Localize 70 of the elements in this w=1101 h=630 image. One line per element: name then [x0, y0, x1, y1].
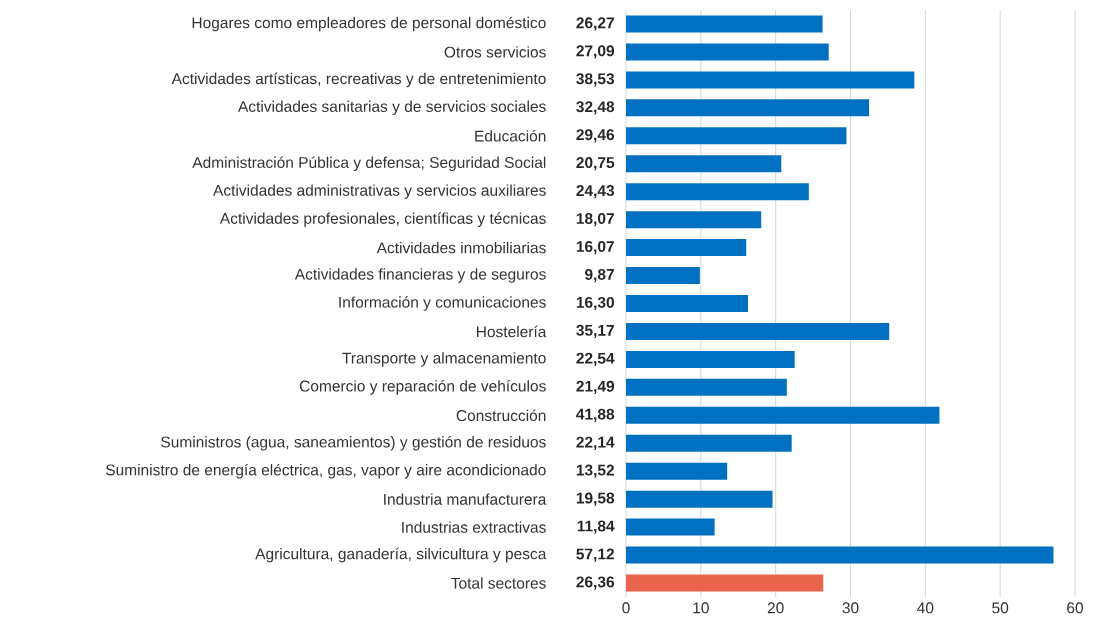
bar [626, 211, 762, 229]
x-tick-label: 20 [767, 602, 784, 614]
data-label: 11,84 [577, 520, 615, 534]
data-label: 16,07 [576, 240, 614, 255]
y-tick-label: Hogares como empleadores de personal doméstico [192, 16, 546, 32]
y-tick-label: Actividades profesionales, científicas y técnicas [219, 212, 546, 227]
bar [626, 127, 847, 145]
bar [626, 574, 824, 592]
data-label: 19,58 [576, 492, 615, 506]
y-tick-label: Educación [475, 130, 546, 142]
bar [626, 71, 915, 89]
bar [626, 43, 829, 61]
bar [626, 267, 700, 285]
data-label: 35,17 [576, 324, 614, 339]
data-label: 24,43 [576, 185, 615, 199]
y-tick-label: Suministros (agua, saneamientos) y gestión de residuos [161, 435, 546, 451]
data-label: 9,87 [585, 268, 614, 283]
data-label: 22,14 [576, 436, 615, 450]
y-tick-label: Construcción [456, 409, 546, 422]
data-label: 16,30 [576, 296, 614, 311]
bar [626, 462, 728, 480]
y-tick-label: Información y comunicaciones [339, 296, 546, 311]
bar [626, 378, 787, 396]
y-tick-label: Administración Pública y defensa; Seguridad Social [192, 156, 546, 172]
y-tick-label: Industrias extractivas [402, 521, 546, 533]
y-tick-label: Comercio y reparación de vehículos [299, 380, 546, 395]
y-tick-label: Actividades financieras y de seguros [294, 268, 546, 283]
y-tick-label: Industria manufacturera [384, 493, 547, 505]
bar [626, 99, 870, 117]
data-label: 41,88 [576, 408, 615, 422]
x-tick-label: 60 [1067, 602, 1084, 614]
bar [626, 546, 1054, 564]
bar [626, 406, 940, 424]
y-tick-label: Otros servicios [444, 46, 546, 58]
data-label: 32,48 [576, 101, 615, 115]
x-tick-label: 50 [992, 602, 1009, 614]
y-tick-label: Actividades sanitarias y de servicios sociales [238, 100, 546, 116]
bar [626, 15, 823, 33]
bar [626, 239, 747, 257]
data-label: 29,46 [576, 129, 615, 143]
bar [626, 183, 809, 201]
data-label: 27,09 [576, 45, 615, 59]
y-tick-label: Transporte y almacenamiento [342, 352, 546, 367]
bar [626, 350, 795, 368]
y-tick-label: Suministro de energía eléctrica, gas, vapor y aire acondicionado [105, 463, 546, 479]
data-label: 21,49 [576, 380, 615, 394]
data-label: 22,54 [576, 352, 615, 367]
y-tick-label: Actividades artísticas, recreativas y de entretenimiento [171, 72, 546, 88]
y-tick-label: Total sectores [451, 577, 546, 589]
bar [626, 295, 748, 312]
y-tick-label: Actividades inmobiliarias [376, 241, 546, 254]
y-tick-label: Agricultura, ganadería, silvicultura y pesca [255, 547, 547, 563]
data-label: 38,53 [576, 73, 615, 87]
x-tick-label: 30 [842, 602, 859, 614]
data-label: 18,07 [576, 213, 614, 227]
data-label: 57,12 [576, 548, 615, 562]
x-tick-label: 40 [917, 602, 934, 614]
bar [626, 322, 890, 340]
y-tick-label: Hostelería [477, 325, 547, 338]
data-label: 26,27 [576, 17, 614, 31]
data-label: 13,52 [576, 464, 615, 478]
bar [626, 490, 773, 508]
y-tick-label: Actividades administrativas y servicios auxiliares [213, 184, 546, 199]
data-label: 26,36 [576, 576, 615, 590]
bar [626, 434, 792, 452]
x-tick-label: 0 [622, 602, 630, 614]
bar [626, 155, 782, 173]
bar [626, 518, 715, 536]
data-label: 20,75 [576, 157, 615, 171]
x-tick-label: 10 [693, 602, 709, 614]
